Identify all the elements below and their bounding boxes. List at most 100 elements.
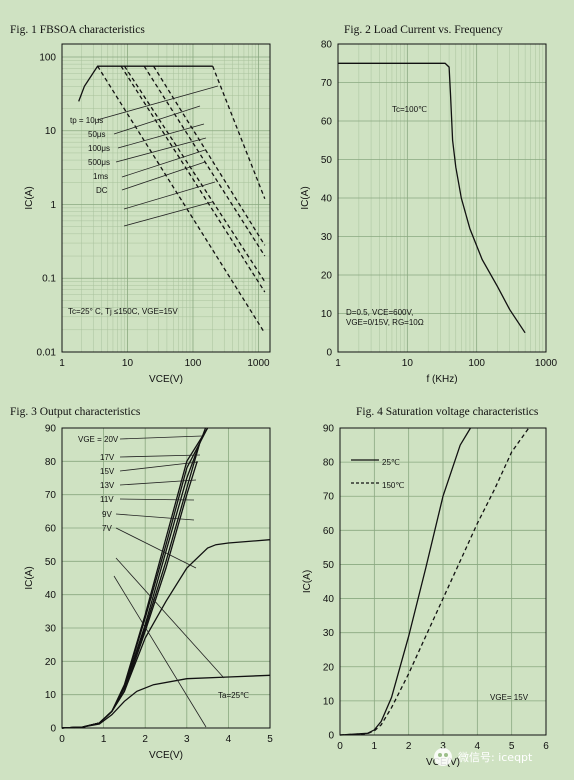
x-tick-label: 5: [267, 734, 273, 745]
series-line: [120, 65, 266, 293]
x-tick-label: 1: [335, 358, 341, 369]
gridlines: [61, 44, 270, 353]
fig1-leader-line: [123, 201, 213, 227]
y-tick-label: 30: [45, 624, 57, 635]
y-tick-label: 70: [45, 490, 57, 501]
fig1-leader-line: [113, 105, 201, 135]
fig1-leader-line: [123, 181, 216, 210]
gridlines: [339, 427, 547, 736]
y-tick-label: 40: [321, 194, 333, 205]
fig3-leader-line: [119, 454, 201, 458]
x-axis-label: f (KHz): [426, 374, 457, 385]
series-line: [212, 65, 266, 199]
fig2-plot: 1 10 100 1000 0 10 20 30 40 50 60 70 80 f (KHz) IC(A): [300, 40, 558, 386]
series-line: [123, 65, 266, 282]
wechat-icon: [434, 748, 452, 766]
x-tick-label: 0: [59, 734, 65, 745]
x-tick-label: 10: [402, 358, 414, 369]
x-tick-label: 2: [142, 734, 148, 745]
y-axis-label: IC(A): [300, 186, 311, 209]
x-axis-label: VCE(V): [149, 374, 183, 385]
y-tick-label: 80: [321, 40, 333, 51]
fig3-title: Fig. 3 Output characteristics: [10, 406, 141, 418]
fig4-legend: 25℃ 150℃ VGE= 15V: [351, 458, 529, 702]
x-tick-label: 3: [440, 741, 446, 752]
fig1-leader-line: [117, 123, 205, 149]
fig1-legend-label: DC: [96, 186, 108, 195]
x-tick-label: 1000: [247, 358, 270, 369]
fig3-legend-label: 15V: [100, 467, 115, 476]
y-tick-label: 30: [321, 232, 333, 243]
y-axis-label: IC(A): [24, 186, 35, 209]
series-line: [97, 65, 266, 334]
y-tick-label: 10: [45, 690, 57, 701]
x-tick-label: 2: [406, 741, 412, 752]
y-tick-label: 0.1: [42, 274, 56, 285]
y-tick-label: 0: [50, 724, 56, 735]
y-tick-label: 0: [326, 348, 332, 359]
x-tick-label: 100: [185, 358, 202, 369]
y-tick-label: 30: [323, 628, 335, 639]
y-tick-label: 60: [321, 117, 333, 128]
fig3-temp-note: Ta=25℃: [218, 691, 249, 700]
y-tick-label: 60: [45, 524, 57, 535]
fig3-leader-line: [115, 557, 225, 679]
gridlines: [337, 43, 547, 353]
fig1-legend-label: 500μs: [88, 158, 110, 167]
y-tick-label: 10: [323, 696, 335, 707]
x-axis-label: VCE(V): [149, 750, 183, 761]
fig3-legend-label: VGE = 20V: [78, 435, 119, 444]
x-tick-label: 100: [468, 358, 485, 369]
fig2-temp-note: Tc=100℃: [392, 105, 427, 114]
gridlines: [61, 427, 271, 729]
x-tick-label: 1: [101, 734, 107, 745]
watermark: 微信号: iceqpt: [434, 748, 533, 766]
fig2-cond-note: D=0.5, VCE=600V,: [346, 308, 413, 317]
y-tick-label: 70: [323, 492, 335, 503]
wechat-icon-eye: [444, 753, 448, 757]
series-line: [143, 65, 266, 257]
y-tick-label: 1: [50, 200, 56, 211]
y-tick-label: 10: [45, 126, 57, 137]
series-line: [61, 427, 209, 729]
x-tick-label: 10: [122, 358, 134, 369]
fig3-leader-line: [119, 498, 195, 501]
y-tick-label: 60: [323, 526, 335, 537]
fig3-leader-line: [119, 461, 199, 472]
fig1-legend-label: 50μs: [88, 130, 106, 139]
fig1-legend-label: tp = 10μs: [70, 116, 103, 125]
y-tick-label: 90: [45, 424, 57, 435]
fig3-leader-line: [115, 513, 195, 521]
y-tick-label: 10: [321, 309, 333, 320]
x-tick-label: 1000: [535, 358, 558, 369]
y-tick-label: 20: [321, 271, 333, 282]
fig1-legend-label: 100μs: [88, 144, 110, 153]
y-tick-label: 40: [45, 590, 57, 601]
fig1-leader-line: [121, 161, 206, 191]
fig4-vge-note: VGE= 15V: [490, 693, 529, 702]
fig3-legend-label: 7V: [102, 524, 112, 533]
series-line: [338, 62, 526, 334]
plot-frame: [61, 427, 271, 729]
plot-frame: [339, 427, 547, 736]
fig1-leader-line: [115, 137, 207, 163]
fig3-legend-label: 13V: [100, 481, 115, 490]
series-line: [78, 65, 213, 102]
y-tick-label: 80: [323, 458, 335, 469]
fig3-legend-label: 17V: [100, 453, 115, 462]
fig1-legend: tp = 10μs 50μs 100μs 500μs 1ms DC Tc=25°…: [68, 85, 219, 316]
x-tick-label: 0: [337, 741, 343, 752]
y-tick-label: 80: [45, 457, 57, 468]
y-tick-label: 20: [323, 662, 335, 673]
y-tick-label: 0.01: [37, 348, 57, 359]
y-tick-label: 50: [323, 560, 335, 571]
fig3-leader-line: [115, 527, 197, 569]
wechat-icon-eye: [438, 753, 442, 757]
y-tick-label: 70: [321, 78, 333, 89]
fig1-leader-line: [96, 85, 219, 121]
fig1-title: Fig. 1 FBSOA characteristics: [10, 24, 145, 36]
x-tick-label: 1: [372, 741, 378, 752]
